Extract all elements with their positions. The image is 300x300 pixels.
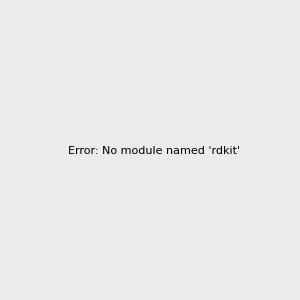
Text: Error: No module named 'rdkit': Error: No module named 'rdkit' xyxy=(68,146,240,157)
